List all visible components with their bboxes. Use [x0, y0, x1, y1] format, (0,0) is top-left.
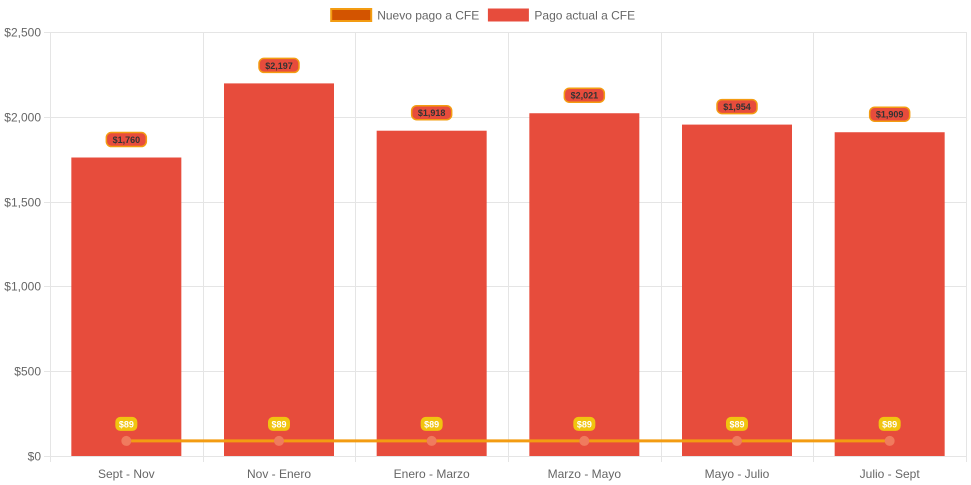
legend-label: Nuevo pago a CFE: [377, 9, 479, 23]
bar: [376, 130, 487, 456]
line-point: [274, 435, 284, 446]
bar-data-label-bg: [716, 98, 758, 115]
y-tick-label: $2,500: [4, 26, 41, 40]
bar-data-labels: $1,760 $2,197 $1,918 $2,021 $1,954 $1,909: [105, 57, 911, 148]
legend-swatch: [330, 8, 373, 22]
legend-item[interactable]: Nuevo pago a CFE: [330, 8, 479, 23]
legend-swatch: [487, 8, 529, 22]
bar-data-label: $2,197: [265, 61, 293, 71]
line-data-label-bg: [115, 416, 138, 431]
bar-data-label: $1,909: [876, 110, 904, 120]
bar-data-label-bg: [258, 57, 300, 74]
line-data-label: $89: [577, 419, 592, 429]
line-data-label: $89: [882, 419, 897, 429]
bar-data-label: $1,954: [723, 102, 751, 112]
x-tick-label: Marzo - Mayo: [548, 467, 622, 481]
x-tick-label: Julio - Sept: [860, 467, 921, 481]
bar-data-label-bg: [410, 104, 453, 121]
bar-series: [71, 83, 945, 457]
bar-data-label: $2,021: [571, 91, 599, 101]
x-tick-label: Enero - Marzo: [394, 467, 470, 481]
line-point: [426, 435, 437, 446]
line-point: [579, 435, 590, 446]
bar: [224, 83, 334, 457]
line-data-label: $89: [119, 419, 134, 429]
y-axis: $0 $500 $1,000 $1,500 $2,000 $2,500: [4, 26, 41, 464]
line-data-label-bg: [878, 416, 901, 431]
line-data-label-bg: [420, 416, 443, 431]
line-data-label: $89: [729, 419, 744, 429]
y-tick-label: $0: [28, 450, 42, 464]
x-tick-label: Mayo - Julio: [705, 467, 770, 481]
bar: [682, 124, 792, 457]
bar-data-label-bg: [105, 131, 148, 148]
line-data-label-bg: [726, 416, 748, 431]
bar-data-label-bg: [868, 106, 911, 122]
y-tick-label: $1,500: [4, 196, 41, 210]
x-tick-label: Nov - Enero: [247, 467, 311, 481]
x-axis: Sept - Nov Nov - Enero Enero - Marzo Marzo …: [98, 467, 920, 481]
legend-item[interactable]: Pago actual a CFE: [487, 8, 635, 23]
y-tick-label: $500: [14, 365, 41, 379]
line-point: [121, 435, 132, 446]
legend: Nuevo pago a CFE Pago actual a CFE: [330, 8, 635, 23]
line-point: [884, 435, 895, 446]
bar: [71, 157, 182, 456]
bar-data-label-bg: [563, 87, 606, 103]
line-data-label-bg: [268, 416, 290, 431]
bar: [529, 113, 640, 456]
y-tick-label: $2,000: [4, 111, 41, 125]
line-point: [732, 435, 742, 446]
line-data-label-bg: [573, 416, 596, 431]
line-series: [121, 435, 895, 446]
line-data-label: $89: [424, 419, 439, 429]
bar-data-label: $1,760: [113, 135, 141, 145]
legend-label: Pago actual a CFE: [534, 9, 635, 23]
line-data-labels: $89 $89 $89 $89 $89 $89: [115, 416, 901, 431]
x-tick-label: Sept - Nov: [98, 467, 155, 481]
grid-lines: [44, 32, 967, 462]
y-tick-label: $1,000: [4, 280, 41, 294]
bar-data-label: $1,918: [418, 108, 446, 118]
bar: [834, 132, 945, 457]
line-data-label: $89: [271, 419, 286, 429]
